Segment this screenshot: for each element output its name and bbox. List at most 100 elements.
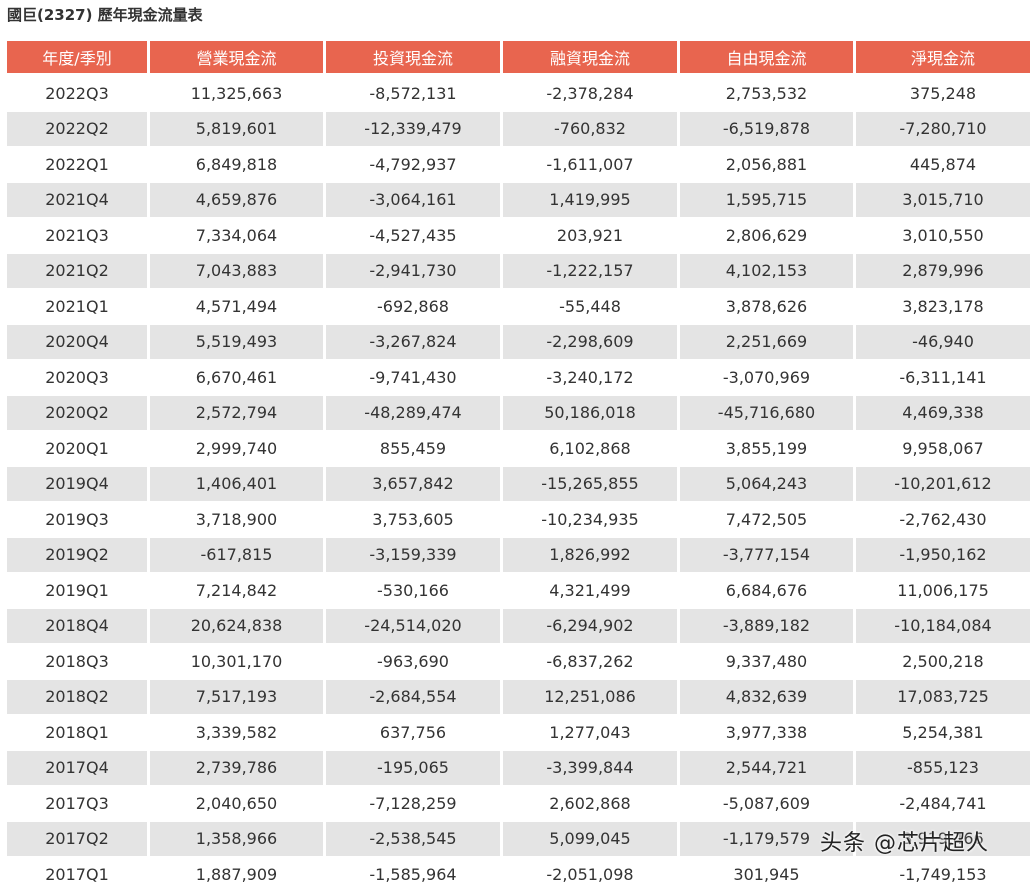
cell-free: 9,337,480 <box>680 644 853 680</box>
cell-period: 2021Q2 <box>7 253 147 289</box>
table-row: 2020Q2 2,572,794 -48,289,474 50,186,018 -45,… <box>7 395 1030 431</box>
table-row: 2020Q4 5,519,493 -3,267,824 -2,298,609 2,251… <box>7 324 1030 360</box>
cell-free: 7,472,505 <box>680 502 853 538</box>
header-period: 年度/季別 <box>7 41 147 73</box>
cell-net: -6,311,141 <box>856 360 1030 396</box>
table-row: 2019Q4 1,406,401 3,657,842 -15,265,855 5,064… <box>7 466 1030 502</box>
cell-financing: 1,826,992 <box>503 537 677 573</box>
cell-investing: 855,459 <box>326 431 500 467</box>
cell-period: 2018Q2 <box>7 679 147 715</box>
table-row: 2021Q3 7,334,064 -4,527,435 203,921 2,806,62… <box>7 218 1030 254</box>
header-investing-cash-flow: 投資現金流 <box>326 41 500 73</box>
cell-period: 2018Q1 <box>7 715 147 751</box>
cell-net: 9,958,067 <box>856 431 1030 467</box>
cell-free: 2,544,721 <box>680 750 853 786</box>
cell-financing: 1,419,995 <box>503 182 677 218</box>
cell-free: 3,878,626 <box>680 289 853 325</box>
cell-financing: -6,837,262 <box>503 644 677 680</box>
cell-financing: -1,222,157 <box>503 253 677 289</box>
cell-period: 2019Q1 <box>7 573 147 609</box>
cell-period: 2022Q3 <box>7 76 147 112</box>
cell-financing: 1,277,043 <box>503 715 677 751</box>
cell-investing: -4,792,937 <box>326 147 500 183</box>
cell-investing: -2,538,545 <box>326 821 500 857</box>
table-row: 2022Q3 11,325,663 -8,572,131 -2,378,284 2,75… <box>7 76 1030 112</box>
cell-operating: 7,214,842 <box>150 573 323 609</box>
cell-financing: 12,251,086 <box>503 679 677 715</box>
cell-financing: -10,234,935 <box>503 502 677 538</box>
cell-free: 4,102,153 <box>680 253 853 289</box>
table-body: 2022Q3 11,325,663 -8,572,131 -2,378,284 2,75… <box>7 76 1030 893</box>
cell-net: 3,823,178 <box>856 289 1030 325</box>
cell-net: -2,484,741 <box>856 786 1030 822</box>
table-row: 2020Q3 6,670,461 -9,741,430 -3,240,172 -3,07… <box>7 360 1030 396</box>
cell-investing: -48,289,474 <box>326 395 500 431</box>
cell-investing: -963,690 <box>326 644 500 680</box>
cell-free: 2,056,881 <box>680 147 853 183</box>
cell-financing: 50,186,018 <box>503 395 677 431</box>
cell-financing: -6,294,902 <box>503 608 677 644</box>
cell-net: 445,874 <box>856 147 1030 183</box>
cell-net: -7,280,710 <box>856 111 1030 147</box>
cell-period: 2021Q4 <box>7 182 147 218</box>
cell-operating: 2,999,740 <box>150 431 323 467</box>
cell-period: 2017Q3 <box>7 786 147 822</box>
cell-operating: 5,819,601 <box>150 111 323 147</box>
cell-operating: 7,043,883 <box>150 253 323 289</box>
table-row: 2018Q2 7,517,193 -2,684,554 12,251,086 4,832… <box>7 679 1030 715</box>
cell-period: 2020Q1 <box>7 431 147 467</box>
cell-free: 4,832,639 <box>680 679 853 715</box>
cell-financing: -2,051,098 <box>503 857 677 893</box>
table-row: 2017Q2 1,358,966 -2,538,545 5,099,045 -1,179… <box>7 821 1030 857</box>
table-row: 2020Q1 2,999,740 855,459 6,102,868 3,855,199… <box>7 431 1030 467</box>
cell-investing: 637,756 <box>326 715 500 751</box>
cell-net: -855,123 <box>856 750 1030 786</box>
cell-period: 2020Q3 <box>7 360 147 396</box>
cell-net: 3,015,710 <box>856 182 1030 218</box>
cell-free: -1,179,579 <box>680 821 853 857</box>
cell-net: -1,749,153 <box>856 857 1030 893</box>
table-header: 年度/季別 營業現金流 投資現金流 融資現金流 自由現金流 淨現金流 <box>7 41 1030 76</box>
table-row: 2018Q3 10,301,170 -963,690 -6,837,262 9,337,… <box>7 644 1030 680</box>
cell-net: -10,201,612 <box>856 466 1030 502</box>
cell-investing: -195,065 <box>326 750 500 786</box>
cell-net: 17,083,725 <box>856 679 1030 715</box>
cell-operating: 1,358,966 <box>150 821 323 857</box>
cell-free: 301,945 <box>680 857 853 893</box>
table-row: 2019Q3 3,718,900 3,753,605 -10,234,935 7,472… <box>7 502 1030 538</box>
cell-investing: -692,868 <box>326 289 500 325</box>
cell-operating: 4,659,876 <box>150 182 323 218</box>
cell-financing: -15,265,855 <box>503 466 677 502</box>
cell-net: 3,010,550 <box>856 218 1030 254</box>
cell-financing: 5,099,045 <box>503 821 677 857</box>
cell-net: -46,940 <box>856 324 1030 360</box>
cell-free: -3,777,154 <box>680 537 853 573</box>
cell-net: -2,762,430 <box>856 502 1030 538</box>
cell-free: -6,519,878 <box>680 111 853 147</box>
cell-period: 2017Q4 <box>7 750 147 786</box>
cell-free: -3,070,969 <box>680 360 853 396</box>
cell-net: 3,919,466 <box>856 821 1030 857</box>
table-row: 2017Q3 2,040,650 -7,128,259 2,602,868 -5,087… <box>7 786 1030 822</box>
header-operating-cash-flow: 營業現金流 <box>150 41 323 73</box>
cell-investing: -3,267,824 <box>326 324 500 360</box>
cell-net: 5,254,381 <box>856 715 1030 751</box>
cell-investing: -8,572,131 <box>326 76 500 112</box>
cell-investing: -24,514,020 <box>326 608 500 644</box>
cell-financing: 6,102,868 <box>503 431 677 467</box>
cell-net: 11,006,175 <box>856 573 1030 609</box>
cell-period: 2022Q2 <box>7 111 147 147</box>
cell-net: -10,184,084 <box>856 608 1030 644</box>
cell-financing: -3,240,172 <box>503 360 677 396</box>
cash-flow-table: 年度/季別 營業現金流 投資現金流 融資現金流 自由現金流 淨現金流 2022Q… <box>4 41 1033 893</box>
cell-operating: 3,718,900 <box>150 502 323 538</box>
cell-free: 2,806,629 <box>680 218 853 254</box>
cell-free: 3,977,338 <box>680 715 853 751</box>
cell-investing: -2,684,554 <box>326 679 500 715</box>
cell-investing: -4,527,435 <box>326 218 500 254</box>
cell-investing: -3,064,161 <box>326 182 500 218</box>
header-net-cash-flow: 淨現金流 <box>856 41 1030 73</box>
table-row: 2018Q4 20,624,838 -24,514,020 -6,294,902 -3,… <box>7 608 1030 644</box>
cell-operating: 3,339,582 <box>150 715 323 751</box>
cell-period: 2017Q1 <box>7 857 147 893</box>
